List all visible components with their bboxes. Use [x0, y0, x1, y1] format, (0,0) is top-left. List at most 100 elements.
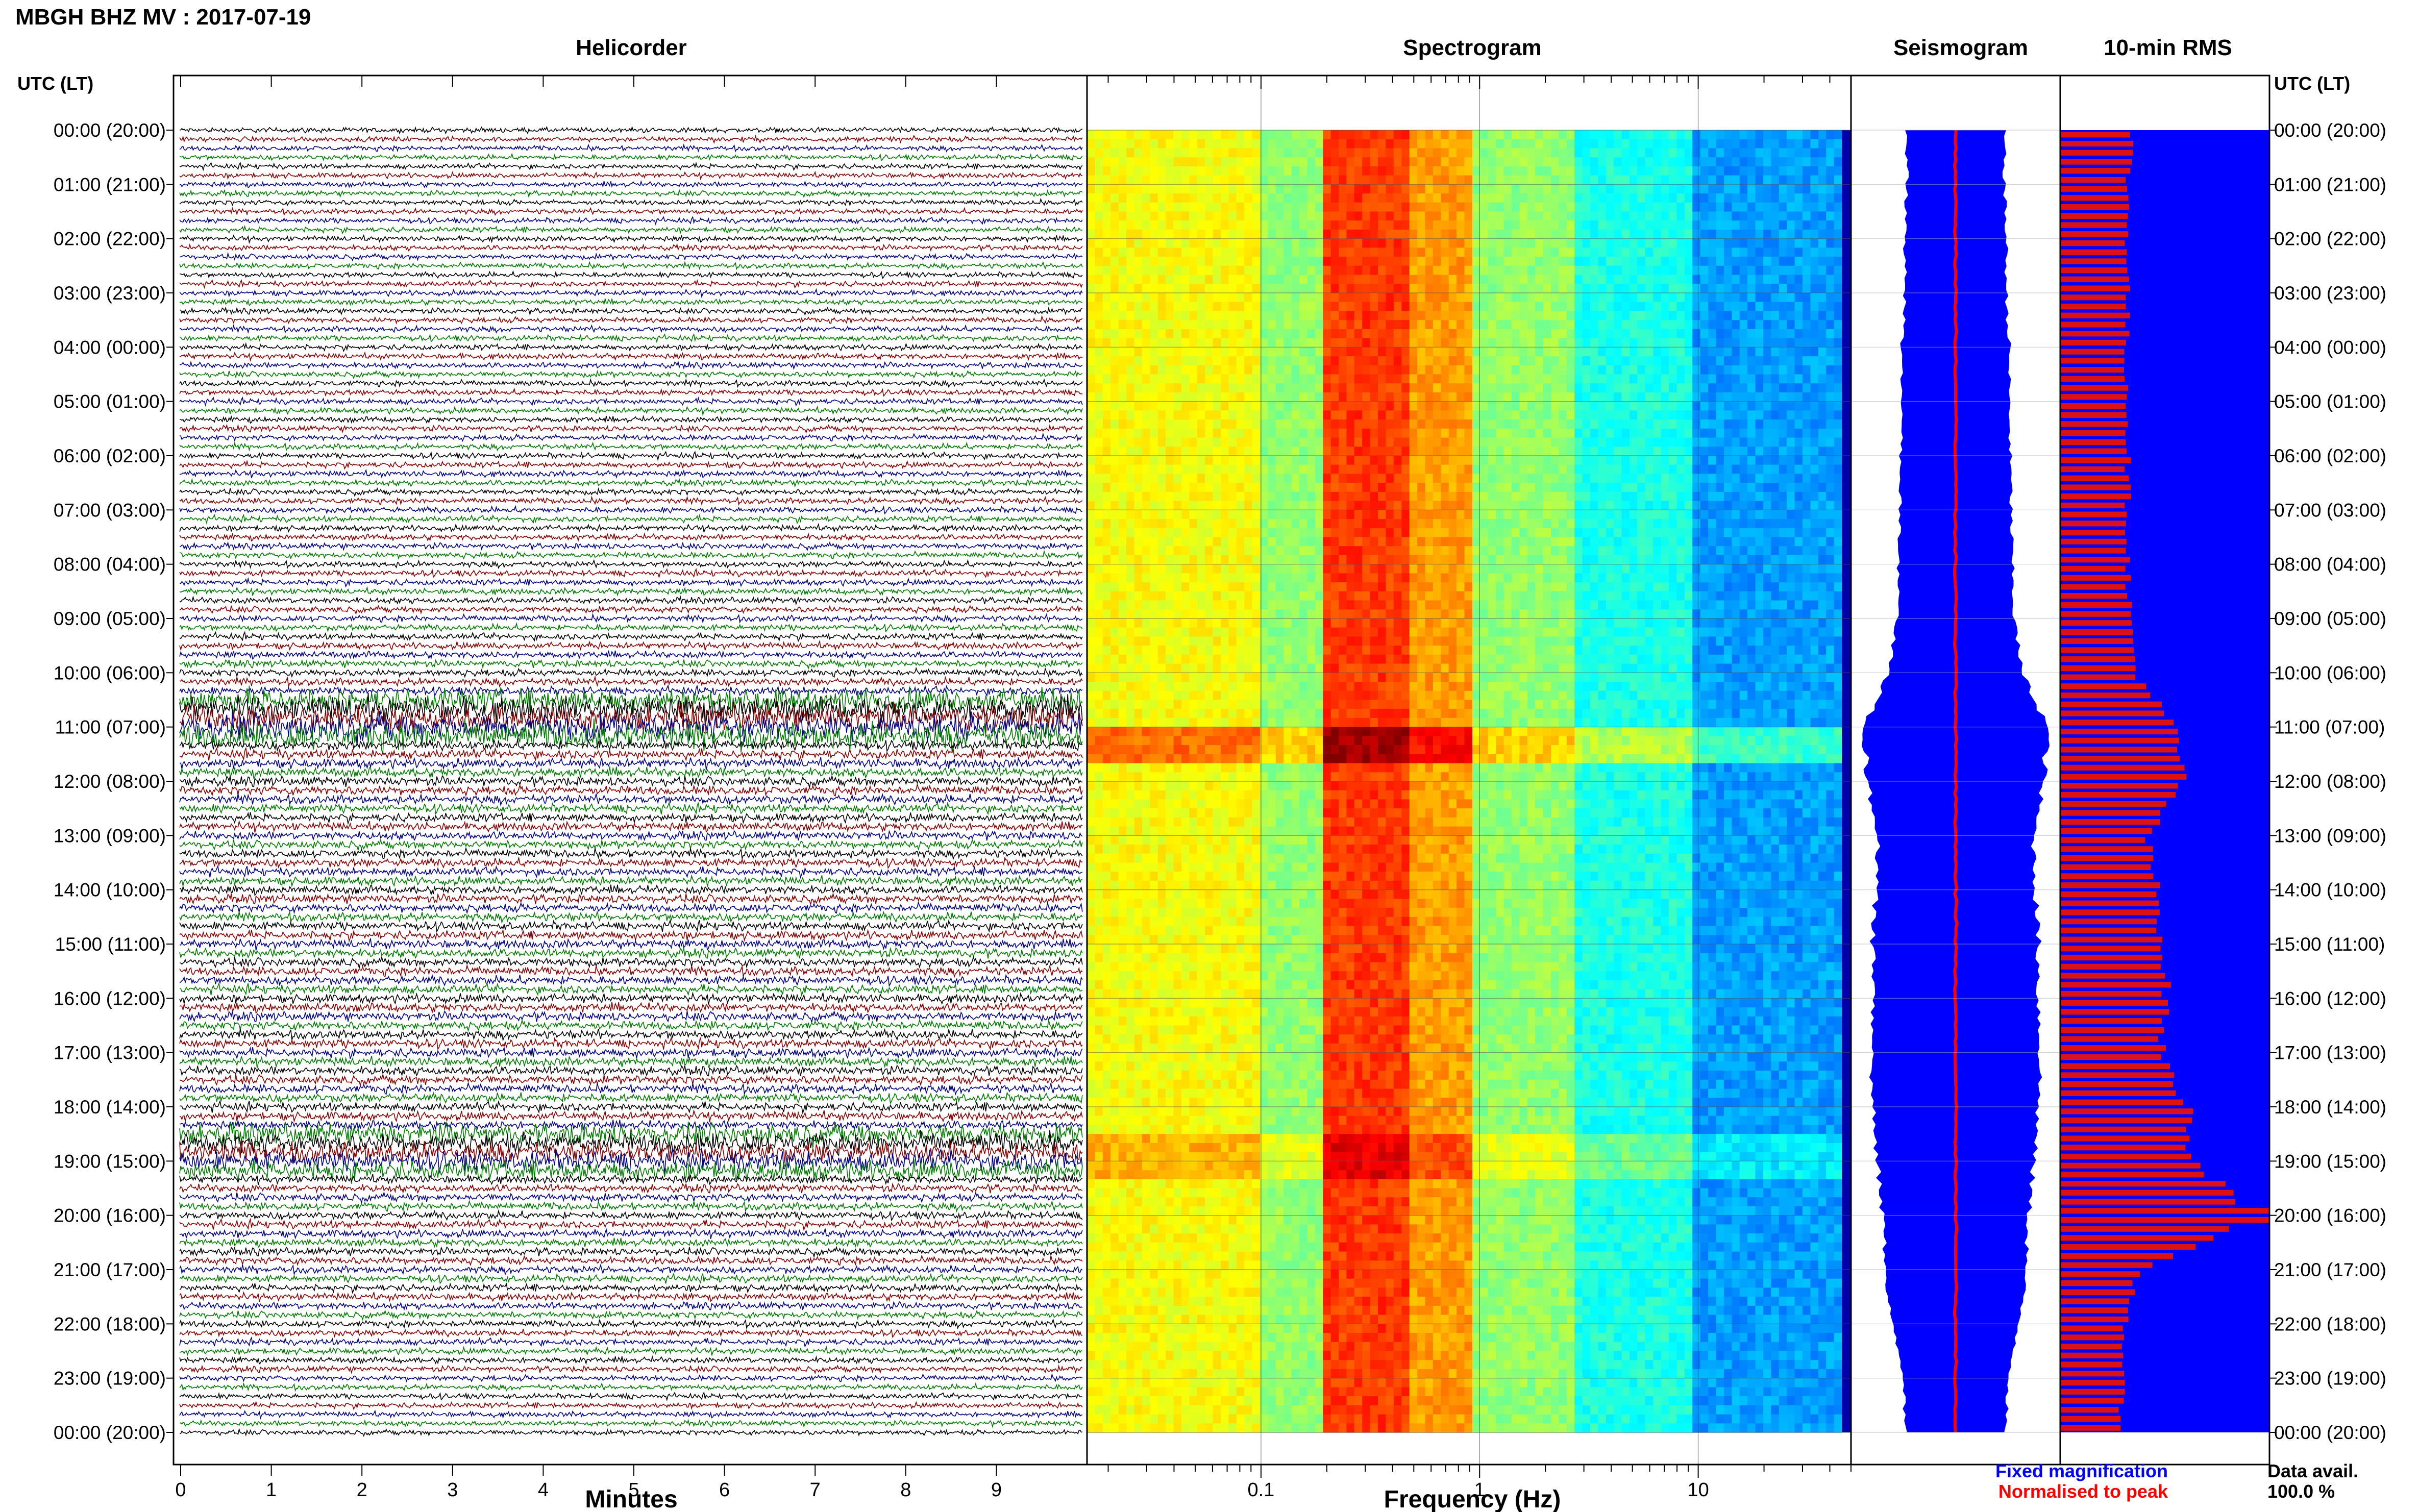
spectrogram-cell — [1747, 374, 1756, 384]
spectrogram-cell — [1330, 166, 1339, 176]
spectrogram-cell — [1488, 528, 1496, 538]
spectrogram-cell — [1197, 284, 1205, 293]
helicorder-trace — [179, 270, 1083, 279]
spectrogram-cell — [1480, 383, 1489, 393]
spectrogram-cell — [1095, 537, 1103, 547]
spectrogram-cell — [1763, 528, 1771, 538]
spectrogram-cell — [1606, 284, 1614, 293]
spectrogram-cell — [1087, 257, 1095, 266]
helicorder-traces — [179, 126, 1083, 1437]
spectrogram-cell — [1307, 284, 1316, 293]
spectrogram-cell — [1150, 175, 1158, 185]
spectrogram-cell — [1173, 320, 1182, 330]
spectrogram-cell — [1330, 519, 1339, 529]
spectrogram-cell — [1378, 293, 1386, 303]
spectrogram-cell — [1763, 265, 1771, 276]
spectrogram-cell — [1315, 311, 1323, 320]
spectrogram-cell — [1307, 139, 1316, 148]
station-title: MBGH BHZ MV : 2017-07-19 — [15, 5, 311, 30]
spectrogram-cell — [1268, 193, 1276, 203]
helicorder-trace — [179, 747, 1083, 762]
spectrogram-cell — [1291, 166, 1300, 176]
spectrogram-cell — [1386, 374, 1394, 384]
spectrogram-cell — [1166, 320, 1174, 330]
spectrogram-cell — [1142, 257, 1150, 266]
spectrogram-cell — [1739, 347, 1748, 357]
spectrogram-cell — [1527, 302, 1536, 311]
spectrogram-cell — [1307, 220, 1316, 230]
spectrogram-cell — [1472, 564, 1480, 574]
spectrogram-cell — [1637, 437, 1646, 447]
spectrogram-cell — [1692, 311, 1701, 320]
spectrogram-cell — [1134, 347, 1143, 357]
spectrogram-cell — [1755, 175, 1764, 185]
spectrogram-cell — [1433, 546, 1441, 556]
spectrogram-cell — [1834, 410, 1842, 420]
spectrogram-cell — [1441, 356, 1449, 366]
spectrogram-cell — [1457, 456, 1465, 465]
spectrogram-cell — [1574, 193, 1583, 203]
spectrogram-cell — [1323, 193, 1331, 203]
spectrogram-cell — [1834, 139, 1842, 148]
helicorder-trace — [179, 134, 1083, 144]
spectrogram-cell — [1150, 229, 1158, 239]
spectrogram-cell — [1700, 374, 1709, 384]
spectrogram-cell — [1653, 257, 1662, 266]
spectrogram-cell — [1566, 238, 1575, 248]
spectrogram-cell — [1166, 193, 1174, 203]
spectrogram-cell — [1102, 311, 1111, 320]
spectrogram-cell — [1299, 474, 1307, 483]
spectrogram-cell — [1173, 501, 1182, 510]
spectrogram-cell — [1614, 419, 1622, 429]
spectrogram-cell — [1700, 320, 1709, 330]
spectrogram-cell — [1771, 483, 1780, 492]
spectrogram-cell — [1716, 528, 1724, 538]
spectrogram-cell — [1126, 229, 1134, 239]
spectrogram-cell — [1787, 302, 1795, 311]
spectrogram-cell — [1598, 356, 1607, 366]
spectrogram-cell — [1417, 419, 1426, 429]
spectrogram-cell — [1386, 175, 1394, 185]
spectrogram-cell — [1669, 428, 1677, 438]
spectrogram-cell — [1378, 474, 1386, 483]
spectrogram-cell — [1095, 392, 1103, 402]
spectrogram-cell — [1794, 293, 1803, 303]
spectrogram-cell — [1393, 347, 1402, 357]
spectrogram-cell — [1166, 410, 1174, 420]
spectrogram-cell — [1236, 519, 1245, 529]
spectrogram-cell — [1378, 329, 1386, 339]
spectrogram-cell — [1150, 483, 1158, 492]
spectrogram-cell — [1834, 464, 1842, 474]
spectrogram-cell — [1142, 564, 1150, 574]
spectrogram-cell — [1205, 238, 1214, 248]
spectrogram-cell — [1519, 275, 1528, 284]
spectrogram-cell — [1425, 474, 1434, 483]
spectrogram-cell — [1448, 456, 1457, 465]
spectrogram-cell — [1134, 365, 1143, 375]
spectrogram-cell — [1826, 148, 1835, 158]
spectrogram-cell — [1543, 428, 1551, 438]
spectrogram-cell — [1260, 257, 1268, 266]
spectrogram-cell — [1142, 419, 1150, 429]
spectrogram-cell — [1496, 374, 1504, 384]
spectrogram-cell — [1779, 166, 1787, 176]
spectrogram-cell — [1708, 491, 1717, 502]
spectrogram-cell — [1669, 483, 1677, 492]
spectrogram-cell — [1401, 519, 1410, 529]
spectrogram-cell — [1810, 456, 1819, 465]
spectrogram-cell — [1535, 329, 1544, 339]
helicorder-trace — [179, 153, 1083, 162]
spectrogram-cell — [1503, 347, 1512, 357]
spectrogram-cell — [1102, 284, 1111, 293]
spectrogram-cell — [1582, 320, 1591, 330]
spectrogram-cell — [1441, 573, 1449, 583]
spectrogram-cell — [1213, 184, 1221, 194]
spectrogram-cell — [1621, 157, 1630, 167]
spectrogram-cell — [1197, 519, 1205, 529]
spectrogram-cell — [1157, 284, 1166, 293]
spectrogram-cell — [1700, 447, 1709, 456]
spectrogram-cell — [1354, 491, 1363, 502]
spectrogram-cell — [1181, 419, 1190, 429]
spectrogram-cell — [1291, 175, 1300, 185]
spectrogram-cell — [1189, 392, 1198, 402]
